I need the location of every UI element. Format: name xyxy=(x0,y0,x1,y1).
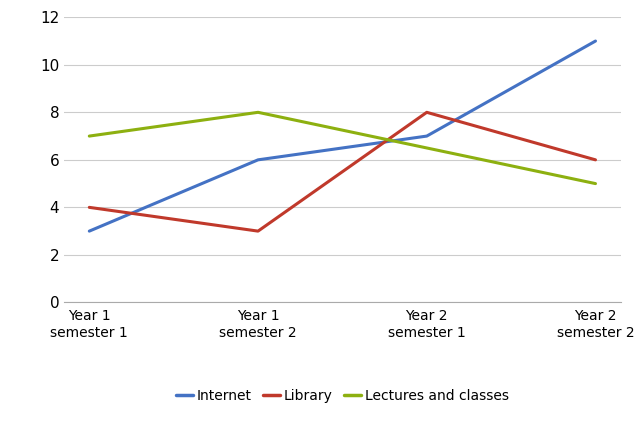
Lectures and classes xyxy=(591,181,599,186)
Internet xyxy=(254,157,262,162)
Internet xyxy=(591,38,599,44)
Internet xyxy=(86,229,93,234)
Library xyxy=(423,110,431,115)
Library xyxy=(86,205,93,210)
Lectures and classes xyxy=(86,133,93,139)
Lectures and classes xyxy=(423,146,431,151)
Library xyxy=(591,157,599,162)
Internet xyxy=(423,133,431,139)
Library xyxy=(254,229,262,234)
Lectures and classes xyxy=(254,110,262,115)
Legend: Internet, Library, Lectures and classes: Internet, Library, Lectures and classes xyxy=(170,384,515,409)
Line: Lectures and classes: Lectures and classes xyxy=(90,112,595,184)
Line: Internet: Internet xyxy=(90,41,595,231)
Line: Library: Library xyxy=(90,112,595,231)
